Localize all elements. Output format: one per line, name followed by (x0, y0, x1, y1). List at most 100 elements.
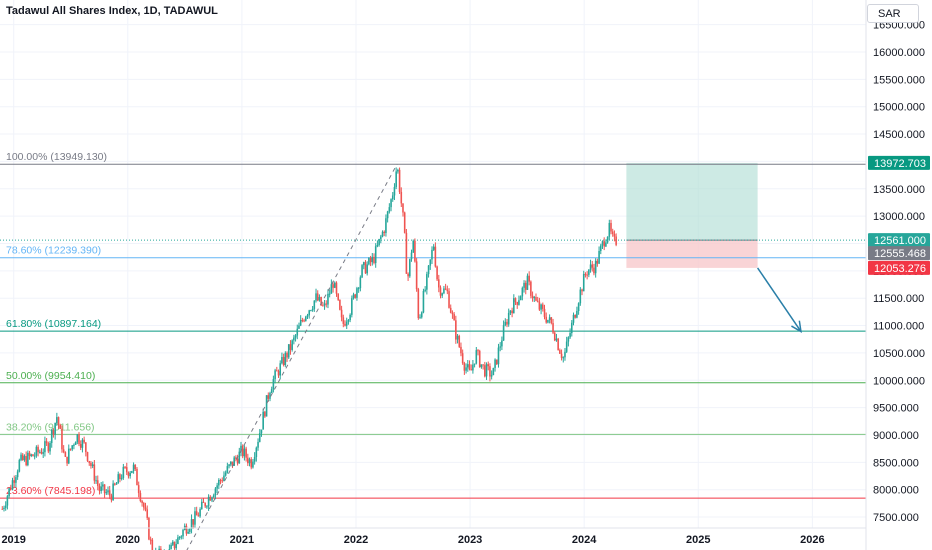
candle-body (489, 366, 491, 377)
candle-body (330, 284, 333, 294)
candle-body (606, 236, 609, 243)
candle-body (151, 539, 154, 550)
candle-body (127, 472, 130, 477)
candle-body (28, 452, 31, 457)
drawing-overlays[interactable] (183, 163, 802, 550)
candle-body (8, 488, 10, 497)
fibonacci-retracement[interactable]: 100.00% (13949.130) 78.60% (12239.390) 61.… (0, 151, 866, 499)
candle-body (148, 517, 150, 540)
candle-body (369, 257, 372, 263)
candle-body (531, 295, 534, 299)
candle-body (59, 425, 62, 429)
candle-body (540, 304, 542, 310)
candle-body (124, 466, 126, 468)
candle-body (190, 519, 193, 530)
candle-body (615, 236, 617, 245)
candle-body (262, 411, 264, 430)
candle-body (570, 322, 573, 334)
price-axis-label: 12555.468 (874, 248, 926, 260)
x-tick-label: 2023 (458, 534, 482, 546)
candle-body (260, 429, 263, 434)
price-axis-label: 12053.276 (874, 263, 926, 275)
x-tick-label: 2020 (116, 534, 140, 546)
price-axis-label-bg (868, 246, 930, 261)
candle-body (270, 389, 273, 393)
candle-body (269, 392, 271, 399)
y-tick-label: 13500.000 (873, 184, 925, 196)
profit-zone[interactable] (626, 162, 758, 241)
candle-body (378, 238, 380, 245)
candle-body (107, 490, 109, 493)
currency-selector[interactable]: SAR (867, 4, 919, 23)
candle-body (373, 256, 375, 264)
candle-body (125, 467, 128, 473)
candle-body (383, 231, 386, 233)
candle-body (371, 256, 374, 263)
candle-body (509, 310, 512, 313)
candle-body (499, 346, 501, 348)
candle-body (589, 264, 592, 270)
fib-trend-line[interactable] (183, 163, 398, 550)
candle-body (170, 544, 172, 550)
candle-body (426, 274, 428, 290)
forecast-arrow[interactable] (756, 267, 802, 332)
candle-body (388, 207, 391, 212)
candle-body (458, 335, 461, 347)
candle-body (171, 541, 174, 545)
candle-body (272, 379, 275, 390)
candle-body (502, 325, 505, 341)
candle-body (603, 241, 605, 247)
candle-body (332, 284, 334, 288)
candle-body (374, 246, 377, 264)
candle-body (513, 298, 515, 314)
candle-body (402, 203, 404, 213)
candle-body (504, 321, 507, 326)
candle-body (21, 454, 24, 461)
candle-body (122, 466, 125, 478)
candle-body (613, 234, 616, 237)
candle-body (311, 308, 314, 311)
candle-body (243, 448, 246, 457)
candle-body (291, 340, 293, 350)
candle-body (265, 395, 268, 417)
candle-body (339, 299, 341, 310)
candle-body (446, 289, 449, 292)
fib-level-label: 38.20% (9011.656) (6, 421, 95, 433)
candle-body (194, 511, 196, 525)
candle-body (543, 308, 546, 317)
candle-body (226, 466, 229, 473)
candle-body (550, 317, 553, 324)
candle-body (248, 459, 251, 464)
candle-body (3, 507, 5, 509)
candle-body (342, 317, 345, 324)
candle-body (23, 456, 26, 461)
candle-body (441, 293, 444, 296)
candle-body (579, 289, 582, 304)
candle-body (306, 315, 309, 317)
price-axis-label-bg (868, 260, 930, 275)
candle-body (475, 350, 478, 364)
forecast-arrow-head[interactable] (791, 320, 802, 333)
candle-body (218, 479, 220, 486)
candle-body (448, 291, 450, 308)
candle-body (202, 501, 205, 503)
candle-body (236, 458, 239, 464)
candle-body (361, 265, 363, 278)
candle-body (409, 259, 411, 277)
candle-body (187, 531, 189, 534)
candle-body (533, 297, 536, 299)
candle-body (611, 231, 614, 235)
stop-loss-zone[interactable] (626, 240, 758, 268)
candle-body (436, 266, 438, 280)
candle-body (247, 457, 249, 464)
candle-body (182, 529, 184, 537)
candle-body (420, 312, 423, 318)
candle-body (553, 332, 556, 341)
candle-body (468, 364, 471, 370)
long-position-tool[interactable] (626, 162, 758, 268)
candle-body (90, 462, 92, 467)
candle-body (337, 293, 339, 300)
price-axis-label-bg (868, 233, 930, 248)
candle-body (565, 341, 568, 352)
